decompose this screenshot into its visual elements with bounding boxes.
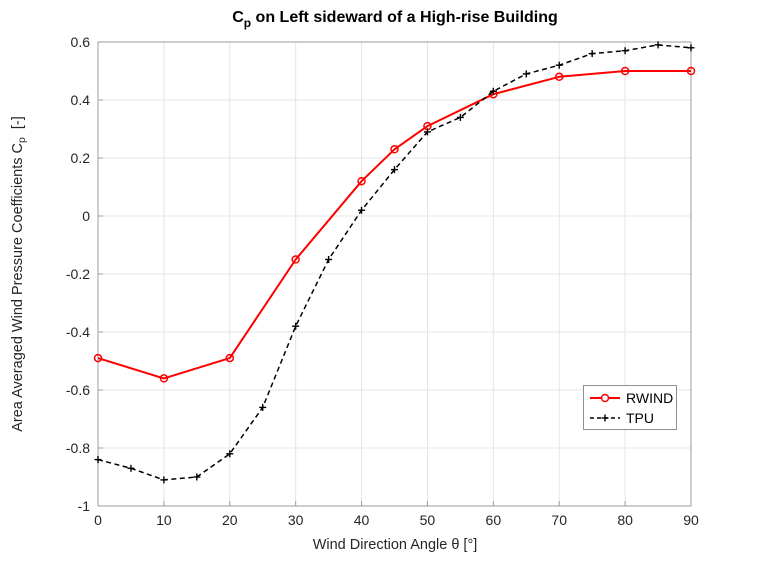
- x-axis-label: Wind Direction Angle θ [°]: [312, 537, 478, 553]
- legend-item-rwind: RWIND: [589, 388, 676, 408]
- svg-text:60: 60: [486, 512, 502, 528]
- svg-text:20: 20: [222, 512, 238, 528]
- svg-text:30: 30: [288, 512, 304, 528]
- svg-text:50: 50: [420, 512, 436, 528]
- svg-text:-0.8: -0.8: [66, 440, 90, 456]
- svg-text:10: 10: [156, 512, 172, 528]
- svg-text:-0.4: -0.4: [66, 324, 90, 340]
- legend-label-tpu: TPU: [626, 409, 654, 426]
- y-axis-label: Area Averaged Wind Pressure Coefficients…: [10, 116, 28, 432]
- chart-title: Cp on Left sideward of a High-rise Build…: [98, 9, 692, 30]
- svg-text:0: 0: [82, 208, 90, 224]
- legend-item-tpu: TPU: [589, 408, 676, 428]
- title-subscript: p: [243, 16, 252, 30]
- svg-text:40: 40: [354, 512, 370, 528]
- legend-swatch-rwind: [589, 391, 621, 405]
- svg-text:0.4: 0.4: [71, 92, 91, 108]
- title-rest: on Left sideward of a High-rise Building: [251, 9, 558, 26]
- legend-label-rwind: RWIND: [626, 389, 674, 406]
- svg-text:0.2: 0.2: [71, 150, 91, 166]
- svg-text:0: 0: [94, 512, 102, 528]
- svg-text:90: 90: [683, 512, 699, 528]
- svg-text:-0.2: -0.2: [66, 266, 90, 282]
- legend-swatch-tpu: [589, 411, 621, 425]
- svg-text:-1: -1: [78, 498, 91, 514]
- svg-text:80: 80: [617, 512, 633, 528]
- svg-text:0.6: 0.6: [71, 34, 91, 50]
- legend: RWIND TPU: [583, 385, 677, 430]
- svg-text:70: 70: [551, 512, 567, 528]
- svg-text:-0.6: -0.6: [66, 382, 90, 398]
- title-main: C: [232, 9, 244, 26]
